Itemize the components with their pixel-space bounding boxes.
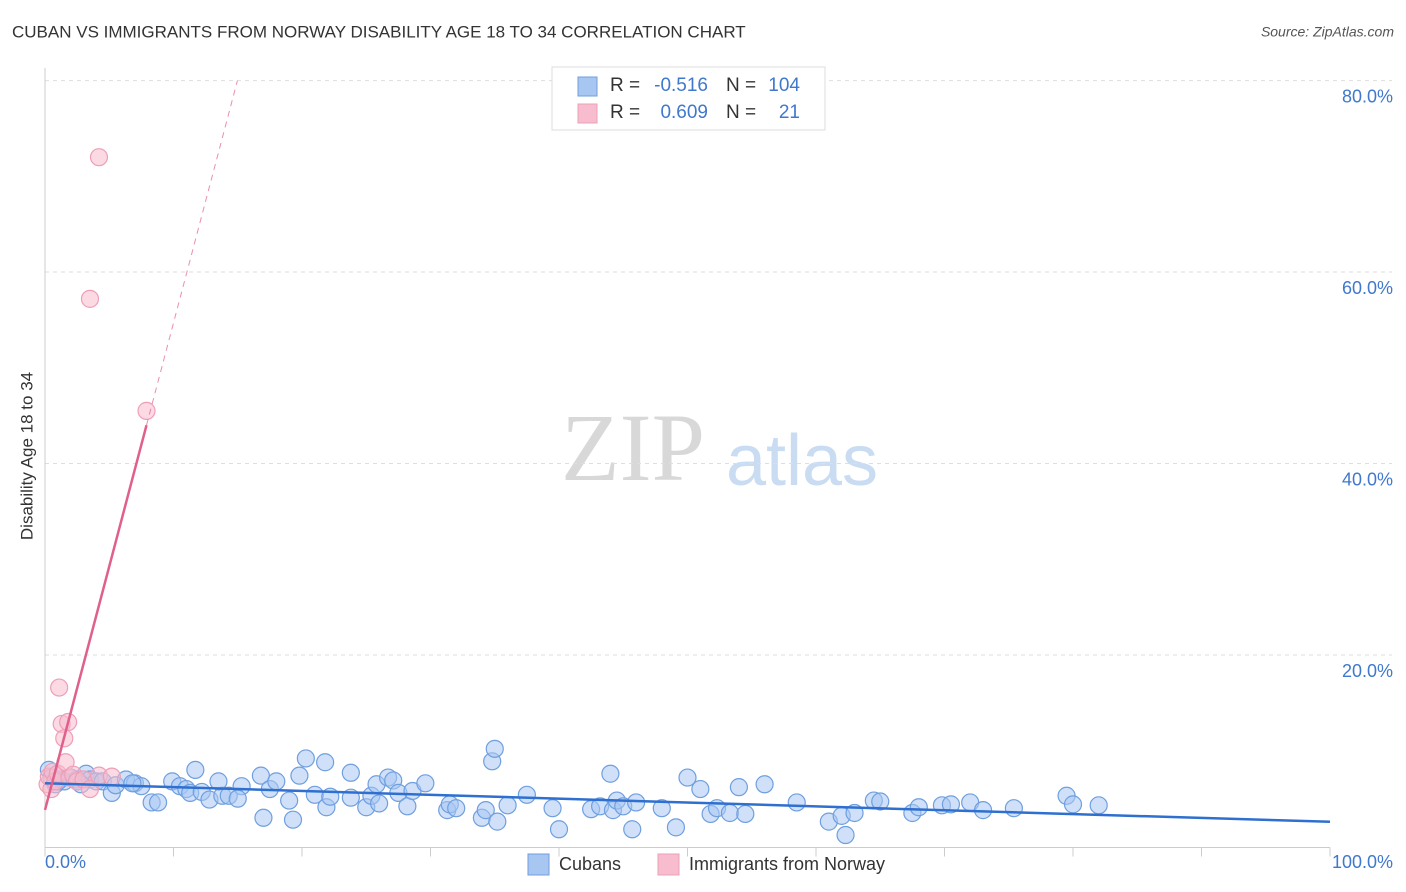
point	[1089, 796, 1108, 815]
watermark: atlas	[726, 421, 878, 501]
x-tick-label: 0.0%	[45, 852, 86, 872]
point	[416, 774, 435, 793]
point	[941, 795, 961, 814]
point	[476, 801, 495, 820]
point	[498, 796, 517, 815]
point	[296, 749, 315, 768]
point	[720, 803, 740, 823]
point	[549, 820, 569, 839]
stats-label: N =	[726, 102, 756, 123]
grid: 20.0% 40.0% 60.0% 80.0% 0.0% 100.0%	[44, 68, 1393, 872]
point	[485, 739, 504, 758]
stats-swatch	[577, 76, 598, 97]
stats-n: 21	[779, 102, 800, 123]
legend-label: Cubans	[559, 854, 621, 874]
point	[871, 792, 890, 811]
point	[666, 818, 686, 837]
point	[1004, 799, 1023, 818]
y-tick-label: 60.0%	[1342, 278, 1393, 298]
point	[254, 808, 273, 827]
y-tick-label: 20.0%	[1342, 661, 1393, 681]
point	[909, 798, 928, 817]
point	[601, 764, 620, 783]
trend-line	[44, 782, 1331, 824]
stats-label: R =	[610, 102, 640, 123]
point	[341, 763, 360, 782]
point	[316, 753, 335, 772]
point	[123, 774, 142, 793]
legend-swatch	[657, 853, 680, 876]
point	[209, 772, 228, 791]
stats-r: 0.609	[660, 102, 708, 123]
point	[290, 766, 309, 785]
y-tick-label: 80.0%	[1342, 86, 1393, 106]
point	[755, 775, 774, 794]
point	[447, 799, 466, 818]
trend-line-extension	[146, 80, 238, 426]
point	[626, 793, 646, 812]
point	[228, 789, 247, 808]
stats-swatch	[577, 103, 598, 124]
point	[691, 779, 710, 799]
stats-n: 104	[768, 75, 800, 96]
legend: R = -0.516 N = 104 R = 0.609 N = 21 Cubans Immigr…	[527, 66, 885, 876]
point	[267, 772, 286, 791]
point	[370, 794, 389, 813]
point	[50, 678, 69, 697]
point	[283, 810, 303, 829]
point	[148, 793, 168, 812]
stats-r: -0.516	[654, 75, 708, 96]
point	[729, 778, 749, 797]
y-tick-label: 40.0%	[1342, 469, 1393, 489]
point	[652, 799, 671, 818]
legend-swatch	[527, 853, 550, 876]
point	[89, 148, 109, 167]
point	[543, 799, 562, 818]
point	[1063, 795, 1083, 814]
point	[517, 785, 536, 804]
point	[623, 820, 642, 839]
y-axis-label: Disability Age 18 to 34	[17, 372, 36, 540]
stats-label: N =	[726, 75, 756, 96]
point	[80, 289, 100, 308]
point	[787, 793, 806, 812]
chart-title: CUBAN VS IMMIGRANTS FROM NORWAY DISABILI…	[12, 22, 746, 41]
plot	[38, 80, 1331, 845]
point	[678, 768, 697, 787]
point	[280, 791, 299, 810]
legend-label: Immigrants from Norway	[689, 854, 885, 874]
x-tick-label: 100.0%	[1332, 852, 1393, 872]
point	[398, 797, 417, 816]
point	[102, 767, 121, 786]
point	[836, 825, 855, 845]
stats-label: R =	[610, 75, 640, 96]
point	[137, 401, 156, 420]
trend-line	[43, 424, 148, 811]
point	[488, 812, 507, 831]
point	[736, 804, 755, 824]
watermark: ZIP	[561, 394, 705, 501]
point	[186, 760, 205, 780]
source: Source: ZipAtlas.com	[1261, 24, 1394, 40]
